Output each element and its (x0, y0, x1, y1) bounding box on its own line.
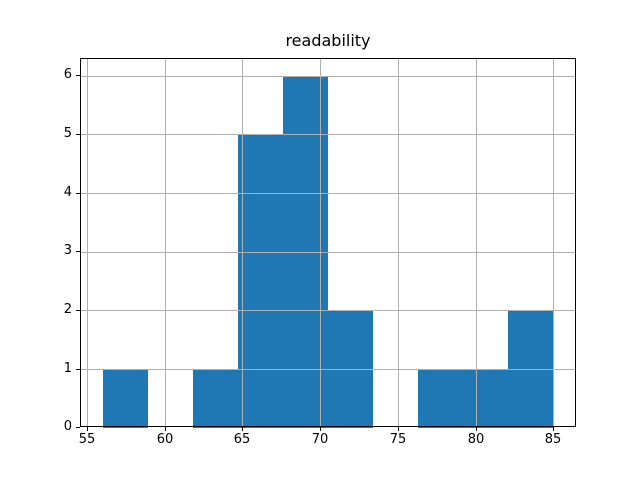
x-tick-mark (87, 427, 88, 431)
x-gridline (165, 57, 166, 428)
x-tick-mark (553, 427, 554, 431)
y-tick-mark (76, 310, 80, 311)
x-tick-label: 75 (389, 432, 407, 447)
x-gridline (87, 57, 88, 428)
y-tick-label: 0 (63, 419, 72, 434)
y-tick-mark (76, 427, 80, 428)
histogram-bar (103, 368, 148, 428)
x-tick-mark (476, 427, 477, 431)
chart-title: readability (285, 31, 371, 50)
histogram-bar (463, 368, 508, 428)
histogram-bar (418, 368, 463, 428)
x-tick-label: 80 (467, 432, 485, 447)
y-tick-mark (76, 251, 80, 252)
x-tick-label: 55 (78, 432, 96, 447)
y-tick-mark (76, 369, 80, 370)
y-gridline (80, 368, 576, 370)
x-gridline (242, 57, 243, 428)
x-tick-mark (242, 427, 243, 431)
y-tick-mark (76, 193, 80, 194)
y-gridline (80, 251, 576, 253)
x-tick-label: 65 (233, 432, 251, 447)
x-tick-mark (320, 427, 321, 431)
x-tick-label: 85 (544, 432, 562, 447)
y-tick-label: 4 (63, 185, 72, 200)
x-tick-label: 60 (156, 432, 174, 447)
x-gridline (398, 57, 399, 428)
y-gridline (80, 75, 576, 77)
grid-layer (80, 57, 576, 428)
y-tick-mark (76, 75, 80, 76)
y-gridline (80, 192, 576, 194)
x-tick-label: 70 (311, 432, 329, 447)
plot-area (80, 57, 576, 428)
x-gridline (320, 57, 321, 428)
y-gridline (80, 309, 576, 311)
y-tick-label: 2 (63, 302, 72, 317)
x-tick-mark (398, 427, 399, 431)
y-gridline (80, 133, 576, 135)
histogram-bar (193, 368, 238, 428)
x-tick-mark (165, 427, 166, 431)
x-gridline (553, 57, 554, 428)
histogram-bar (238, 133, 283, 428)
y-tick-label: 6 (63, 67, 72, 82)
y-tick-label: 3 (63, 243, 72, 258)
y-tick-label: 1 (63, 361, 72, 376)
y-tick-mark (76, 134, 80, 135)
y-tick-label: 5 (63, 126, 72, 141)
x-gridline (476, 57, 477, 428)
